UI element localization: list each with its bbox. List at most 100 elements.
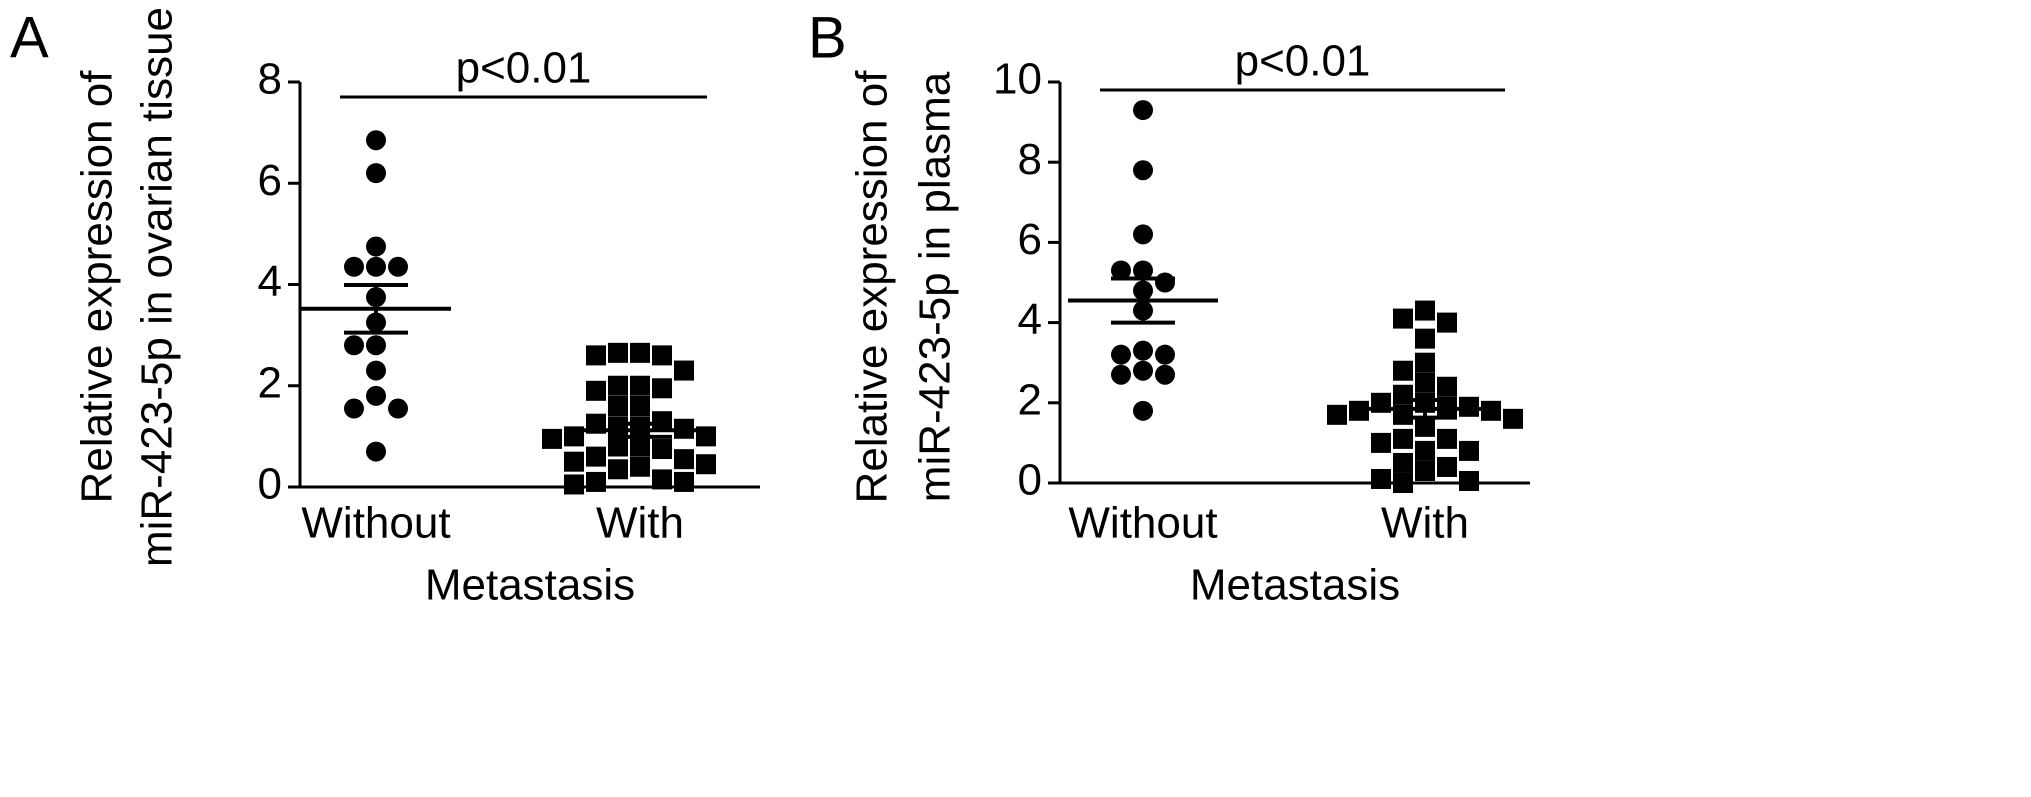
data-point bbox=[696, 454, 716, 475]
data-point bbox=[1481, 400, 1501, 421]
data-point bbox=[1133, 100, 1153, 121]
y-axis-label: miR-423-5p in plasma bbox=[911, 71, 960, 502]
data-point bbox=[344, 398, 364, 419]
data-point bbox=[344, 256, 364, 277]
data-point bbox=[1111, 344, 1131, 365]
data-point bbox=[366, 163, 386, 184]
data-point bbox=[1393, 360, 1413, 381]
y-tick-label: 2 bbox=[258, 358, 282, 407]
data-point bbox=[344, 335, 364, 356]
x-axis-label: Metastasis bbox=[1190, 561, 1400, 610]
data-point bbox=[1133, 360, 1153, 381]
data-point bbox=[366, 236, 386, 257]
data-point bbox=[1371, 468, 1391, 489]
data-point bbox=[1133, 400, 1153, 421]
data-point bbox=[652, 469, 672, 490]
data-point bbox=[674, 449, 694, 470]
data-point bbox=[674, 471, 694, 492]
y-tick-label: 0 bbox=[258, 460, 282, 509]
significance-label: p<0.01 bbox=[456, 44, 592, 93]
data-point bbox=[674, 360, 694, 381]
data-point bbox=[1393, 428, 1413, 449]
panel-label: A bbox=[10, 5, 49, 70]
y-axis-label: Relative expression of bbox=[73, 70, 122, 504]
data-point bbox=[652, 411, 672, 432]
data-point bbox=[366, 385, 386, 406]
x-tick-label: With bbox=[596, 499, 684, 548]
panel-label: B bbox=[808, 5, 847, 70]
x-tick-label: Without bbox=[1068, 499, 1217, 548]
data-point bbox=[608, 436, 628, 457]
data-point bbox=[630, 375, 650, 396]
data-point bbox=[1437, 312, 1457, 333]
data-point bbox=[630, 396, 650, 416]
data-point bbox=[564, 451, 584, 472]
data-point bbox=[1371, 432, 1391, 453]
data-point bbox=[1415, 352, 1435, 373]
data-point bbox=[1155, 364, 1175, 385]
data-point bbox=[564, 474, 584, 495]
data-point bbox=[586, 446, 606, 467]
data-point bbox=[586, 380, 606, 401]
data-point bbox=[1155, 344, 1175, 365]
y-tick-label: 6 bbox=[1018, 215, 1042, 264]
data-point bbox=[1133, 260, 1153, 281]
data-point bbox=[1393, 308, 1413, 329]
data-point bbox=[630, 342, 650, 363]
data-point bbox=[1415, 416, 1435, 437]
significance-label: p<0.01 bbox=[1235, 37, 1371, 86]
data-point bbox=[1459, 440, 1479, 461]
y-axis-label: Relative expression of bbox=[848, 70, 897, 504]
x-tick-label: With bbox=[1381, 499, 1469, 548]
data-point bbox=[586, 471, 606, 492]
data-point bbox=[630, 436, 650, 457]
y-tick-label: 2 bbox=[1018, 375, 1042, 424]
data-point bbox=[1133, 340, 1153, 361]
data-point bbox=[388, 398, 408, 419]
data-point bbox=[1111, 260, 1131, 281]
data-point bbox=[1133, 160, 1153, 181]
data-point bbox=[366, 130, 386, 151]
data-point bbox=[1415, 372, 1435, 393]
x-tick-label: Without bbox=[301, 499, 450, 548]
data-point bbox=[1459, 470, 1479, 491]
data-point bbox=[366, 256, 386, 277]
data-point bbox=[1459, 396, 1479, 417]
data-point bbox=[1437, 428, 1457, 449]
data-point bbox=[630, 456, 650, 477]
y-tick-label: 10 bbox=[993, 55, 1042, 104]
data-point bbox=[1393, 452, 1413, 473]
data-point bbox=[366, 441, 386, 462]
data-point bbox=[1349, 400, 1369, 421]
data-point bbox=[1415, 328, 1435, 349]
y-tick-label: 0 bbox=[1018, 456, 1042, 505]
data-point bbox=[388, 256, 408, 277]
data-point bbox=[1133, 224, 1153, 245]
data-point bbox=[608, 342, 628, 363]
y-axis-label: miR-423-5p in ovarian tissue bbox=[133, 7, 182, 567]
data-point bbox=[1503, 408, 1523, 429]
data-point bbox=[586, 345, 606, 366]
data-point bbox=[1415, 300, 1435, 321]
data-point bbox=[652, 378, 672, 399]
data-point bbox=[652, 345, 672, 366]
data-point bbox=[1155, 272, 1175, 293]
data-point bbox=[1327, 404, 1347, 425]
data-point bbox=[1415, 460, 1435, 481]
data-point bbox=[366, 335, 386, 356]
data-point bbox=[366, 360, 386, 381]
data-point bbox=[608, 416, 628, 437]
data-point bbox=[608, 375, 628, 396]
y-tick-label: 8 bbox=[1018, 135, 1042, 184]
data-point bbox=[1437, 456, 1457, 477]
data-point bbox=[608, 459, 628, 480]
data-point bbox=[1415, 440, 1435, 461]
x-axis-label: Metastasis bbox=[425, 561, 635, 610]
data-point bbox=[608, 396, 628, 416]
data-point bbox=[1393, 473, 1413, 493]
data-point bbox=[542, 428, 562, 449]
data-point bbox=[1437, 376, 1457, 397]
y-tick-label: 4 bbox=[1018, 295, 1042, 344]
data-point bbox=[1111, 364, 1131, 385]
